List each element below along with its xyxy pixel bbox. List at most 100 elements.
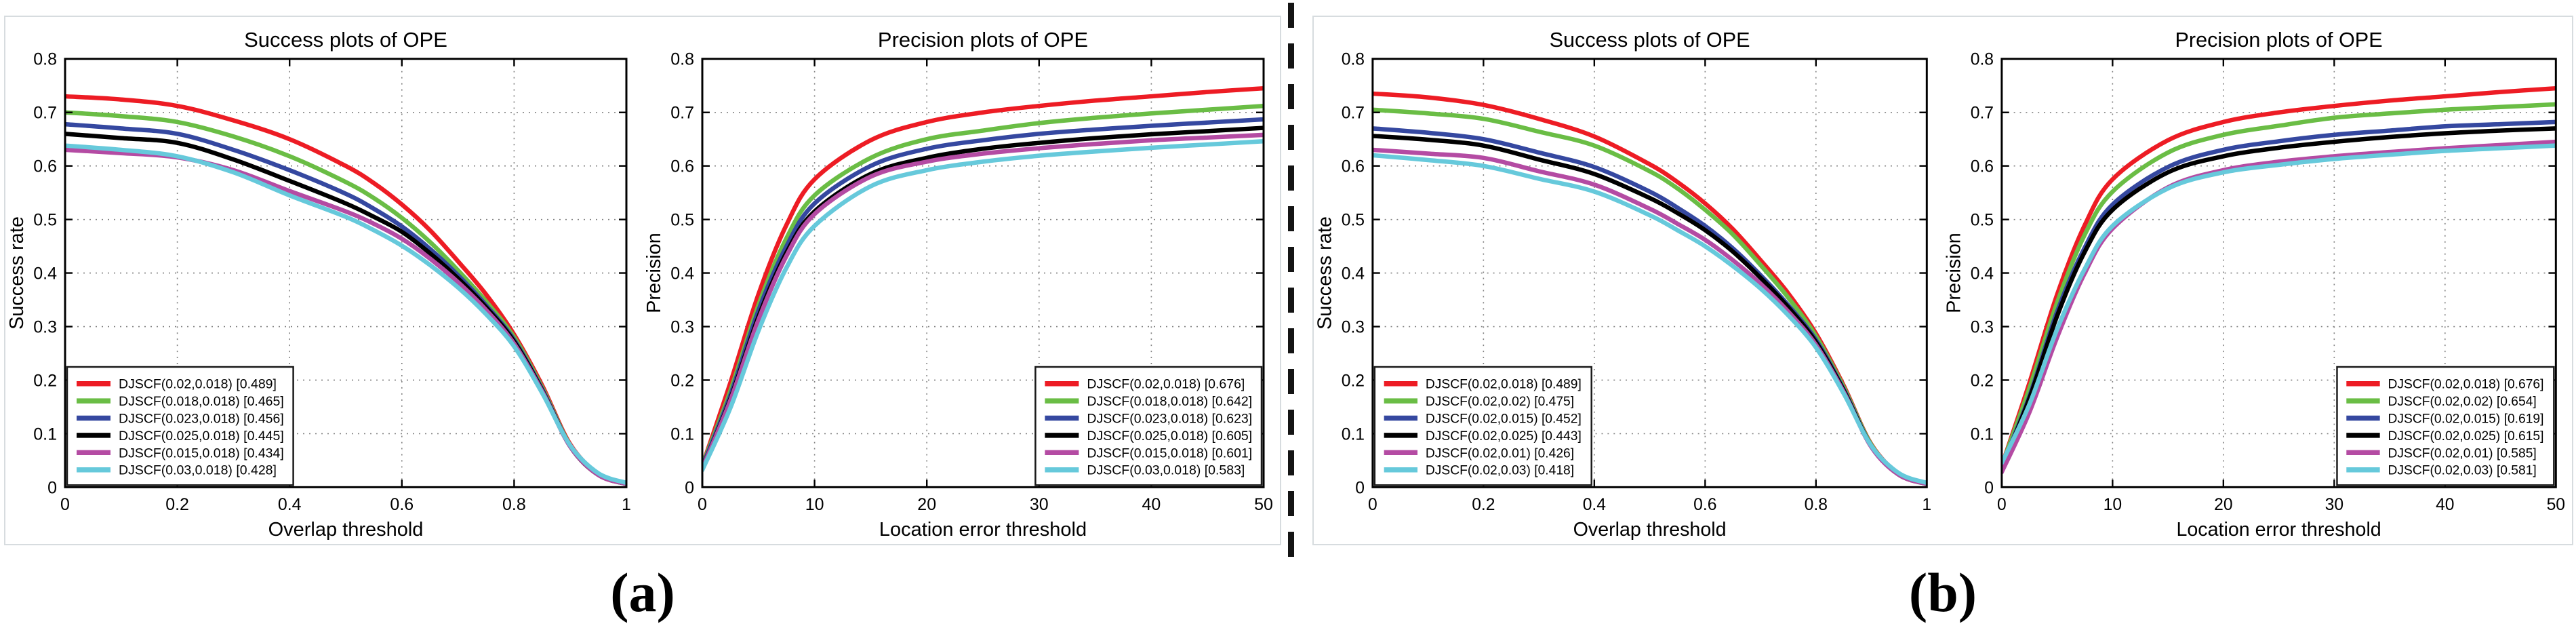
y-axis-label: Success rate bbox=[6, 216, 28, 330]
y-tick-labels: 0 0.1 0.2 0.3 0.4 0.5 0.6 0.7 0.8 bbox=[670, 50, 694, 498]
precision-b-svg: 0 10 20 30 40 50 0 0.1 0.2 0.3 0.4 0.5 0.6 0.7 0.8 Prec… bbox=[1944, 28, 2565, 541]
legend-entry-5: DJSCF(0.02,0.03) [0.581] bbox=[2388, 464, 2537, 478]
y-axis-label: Precision bbox=[1944, 233, 1965, 313]
series-lines bbox=[64, 94, 627, 486]
series-line-5 bbox=[2000, 143, 2557, 465]
gridlines bbox=[1372, 58, 1927, 488]
legend-entry-0: DJSCF(0.02,0.018) [0.489] bbox=[119, 377, 277, 392]
x-axis-label: Location error threshold bbox=[2176, 519, 2381, 541]
legend-entry-0: DJSCF(0.02,0.018) [0.676] bbox=[2388, 378, 2544, 392]
series-lines bbox=[1371, 91, 1928, 486]
svg-text:1: 1 bbox=[622, 495, 631, 514]
chart-success-a: 0 0.2 0.4 0.6 0.8 1 0 0.1 0.2 0.3 0.4 0.5 0.6 0.7 0.8 S… bbox=[5, 17, 643, 544]
svg-text:0.4: 0.4 bbox=[670, 265, 694, 283]
legend-entry-3: DJSCF(0.025,0.018) [0.605] bbox=[1087, 429, 1252, 444]
legend-entry-0: DJSCF(0.02,0.018) [0.676] bbox=[1087, 377, 1245, 392]
precision-a-svg: 0 10 20 30 40 50 0 0.1 0.2 0.3 0.4 0.5 0.6 0.7 0.8 Prec… bbox=[643, 28, 1273, 541]
legend-entry-4: DJSCF(0.02,0.01) [0.426] bbox=[1426, 446, 1574, 461]
legend-entry-2: DJSCF(0.023,0.018) [0.456] bbox=[119, 412, 284, 427]
svg-text:0.4: 0.4 bbox=[1583, 496, 1607, 514]
legend-entry-4: DJSCF(0.02,0.01) [0.585] bbox=[2388, 446, 2537, 461]
svg-text:0.6: 0.6 bbox=[33, 157, 57, 176]
svg-text:30: 30 bbox=[2325, 496, 2343, 514]
svg-text:0.5: 0.5 bbox=[1342, 212, 1365, 230]
legend-entry-1: DJSCF(0.018,0.018) [0.465] bbox=[119, 394, 284, 409]
success-a-svg: 0 0.2 0.4 0.6 0.8 1 0 0.1 0.2 0.3 0.4 0.5 0.6 0.7 0.8 S… bbox=[6, 28, 631, 541]
panel-a: 0 0.2 0.4 0.6 0.8 1 0 0.1 0.2 0.3 0.4 0.5 0.6 0.7 0.8 S… bbox=[4, 16, 1281, 545]
legend: DJSCF(0.02,0.018) [0.676] DJSCF(0.02,0.02… bbox=[2336, 366, 2555, 486]
series-line-5 bbox=[64, 143, 627, 486]
legend-entry-0: DJSCF(0.02,0.018) [0.489] bbox=[1426, 378, 1582, 392]
svg-text:0.7: 0.7 bbox=[1971, 104, 1994, 123]
legend-box bbox=[1373, 366, 1592, 486]
svg-text:0.2: 0.2 bbox=[165, 495, 189, 514]
legend-entry-1: DJSCF(0.018,0.018) [0.642] bbox=[1087, 394, 1252, 409]
x-axis-label: Location error threshold bbox=[879, 519, 1087, 541]
svg-text:0.2: 0.2 bbox=[1342, 372, 1365, 390]
success-b-svg: 0 0.2 0.4 0.6 0.8 1 0 0.1 0.2 0.3 0.4 0.5 0.6 0.7 0.8 S… bbox=[1314, 28, 1931, 541]
legend-entry-2: DJSCF(0.023,0.018) [0.623] bbox=[1087, 412, 1252, 427]
svg-text:0.1: 0.1 bbox=[33, 425, 57, 444]
svg-text:0.2: 0.2 bbox=[670, 371, 694, 390]
series-line-0 bbox=[2000, 85, 2557, 468]
legend-box bbox=[1034, 366, 1263, 486]
svg-text:0.2: 0.2 bbox=[1472, 496, 1495, 514]
svg-text:0.8: 0.8 bbox=[1342, 51, 1365, 69]
svg-text:0: 0 bbox=[1355, 479, 1365, 497]
svg-text:0.3: 0.3 bbox=[33, 318, 57, 337]
legend-entry-3: DJSCF(0.02,0.025) [0.443] bbox=[1426, 429, 1582, 444]
svg-text:0.8: 0.8 bbox=[1805, 496, 1828, 514]
svg-text:0.1: 0.1 bbox=[670, 425, 694, 444]
chart-success-b: 0 0.2 0.4 0.6 0.8 1 0 0.1 0.2 0.3 0.4 0.5 0.6 0.7 0.8 S… bbox=[1314, 17, 1943, 544]
svg-text:0.7: 0.7 bbox=[670, 104, 694, 123]
svg-text:0.6: 0.6 bbox=[670, 157, 694, 176]
svg-text:0.6: 0.6 bbox=[1971, 158, 1994, 176]
legend-entry-1: DJSCF(0.02,0.02) [0.475] bbox=[1426, 395, 1574, 409]
chart-precision-a: 0 10 20 30 40 50 0 0.1 0.2 0.3 0.4 0.5 0.6 0.7 0.8 Prec… bbox=[643, 17, 1280, 544]
svg-text:0: 0 bbox=[1997, 496, 2007, 514]
x-axis-label: Overlap threshold bbox=[1573, 519, 1727, 541]
svg-text:0.3: 0.3 bbox=[1342, 318, 1365, 336]
y-tick-labels: 0 0.1 0.2 0.3 0.4 0.5 0.6 0.7 0.8 bbox=[33, 50, 57, 498]
legend-entry-5: DJSCF(0.03,0.018) [0.583] bbox=[1087, 463, 1245, 478]
series-line-5 bbox=[1371, 153, 1928, 486]
svg-text:50: 50 bbox=[2547, 496, 2565, 514]
svg-text:0.5: 0.5 bbox=[33, 211, 57, 230]
series-line-4 bbox=[702, 132, 1264, 471]
svg-text:0: 0 bbox=[1368, 496, 1377, 514]
series-line-5 bbox=[702, 139, 1264, 473]
panel-b: 0 0.2 0.4 0.6 0.8 1 0 0.1 0.2 0.3 0.4 0.5 0.6 0.7 0.8 S… bbox=[1312, 16, 2573, 545]
svg-text:20: 20 bbox=[2214, 496, 2232, 514]
series-line-3 bbox=[2000, 126, 2557, 471]
legend-entry-5: DJSCF(0.03,0.018) [0.428] bbox=[119, 463, 277, 478]
series-lines bbox=[702, 85, 1264, 473]
svg-text:0.8: 0.8 bbox=[502, 495, 526, 514]
legend-entry-5: DJSCF(0.02,0.03) [0.418] bbox=[1426, 464, 1574, 478]
svg-text:0: 0 bbox=[60, 495, 70, 514]
svg-text:20: 20 bbox=[917, 495, 936, 514]
legend-entry-2: DJSCF(0.02,0.015) [0.452] bbox=[1426, 412, 1582, 426]
svg-text:0: 0 bbox=[698, 495, 707, 514]
svg-text:0.3: 0.3 bbox=[1971, 318, 1994, 336]
y-axis-label: Precision bbox=[643, 233, 665, 313]
tick-marks bbox=[2000, 58, 2557, 488]
legend: DJSCF(0.02,0.018) [0.676] DJSCF(0.018,0.0… bbox=[1034, 366, 1263, 486]
svg-text:0.4: 0.4 bbox=[33, 265, 57, 283]
svg-text:40: 40 bbox=[2436, 496, 2454, 514]
svg-text:30: 30 bbox=[1030, 495, 1049, 514]
svg-text:0: 0 bbox=[1984, 479, 1994, 497]
legend-entry-4: DJSCF(0.015,0.018) [0.601] bbox=[1087, 446, 1252, 461]
chart-title: Precision plots of OPE bbox=[2175, 28, 2383, 52]
chart-title: Success plots of OPE bbox=[1550, 28, 1750, 52]
x-tick-labels: 0 10 20 30 40 50 bbox=[1997, 496, 2565, 514]
legend: DJSCF(0.02,0.018) [0.489] DJSCF(0.018,0.0… bbox=[66, 366, 294, 486]
svg-text:0.7: 0.7 bbox=[1342, 104, 1365, 123]
svg-text:0.5: 0.5 bbox=[670, 211, 694, 230]
svg-text:1: 1 bbox=[1922, 496, 1931, 514]
svg-text:0.6: 0.6 bbox=[390, 495, 414, 514]
svg-text:0: 0 bbox=[685, 478, 694, 497]
panel-a-caption: (a) bbox=[610, 562, 675, 623]
panel-divider-dashed-line bbox=[1288, 3, 1294, 563]
svg-text:0.1: 0.1 bbox=[1342, 425, 1365, 444]
legend-box bbox=[2336, 366, 2555, 486]
